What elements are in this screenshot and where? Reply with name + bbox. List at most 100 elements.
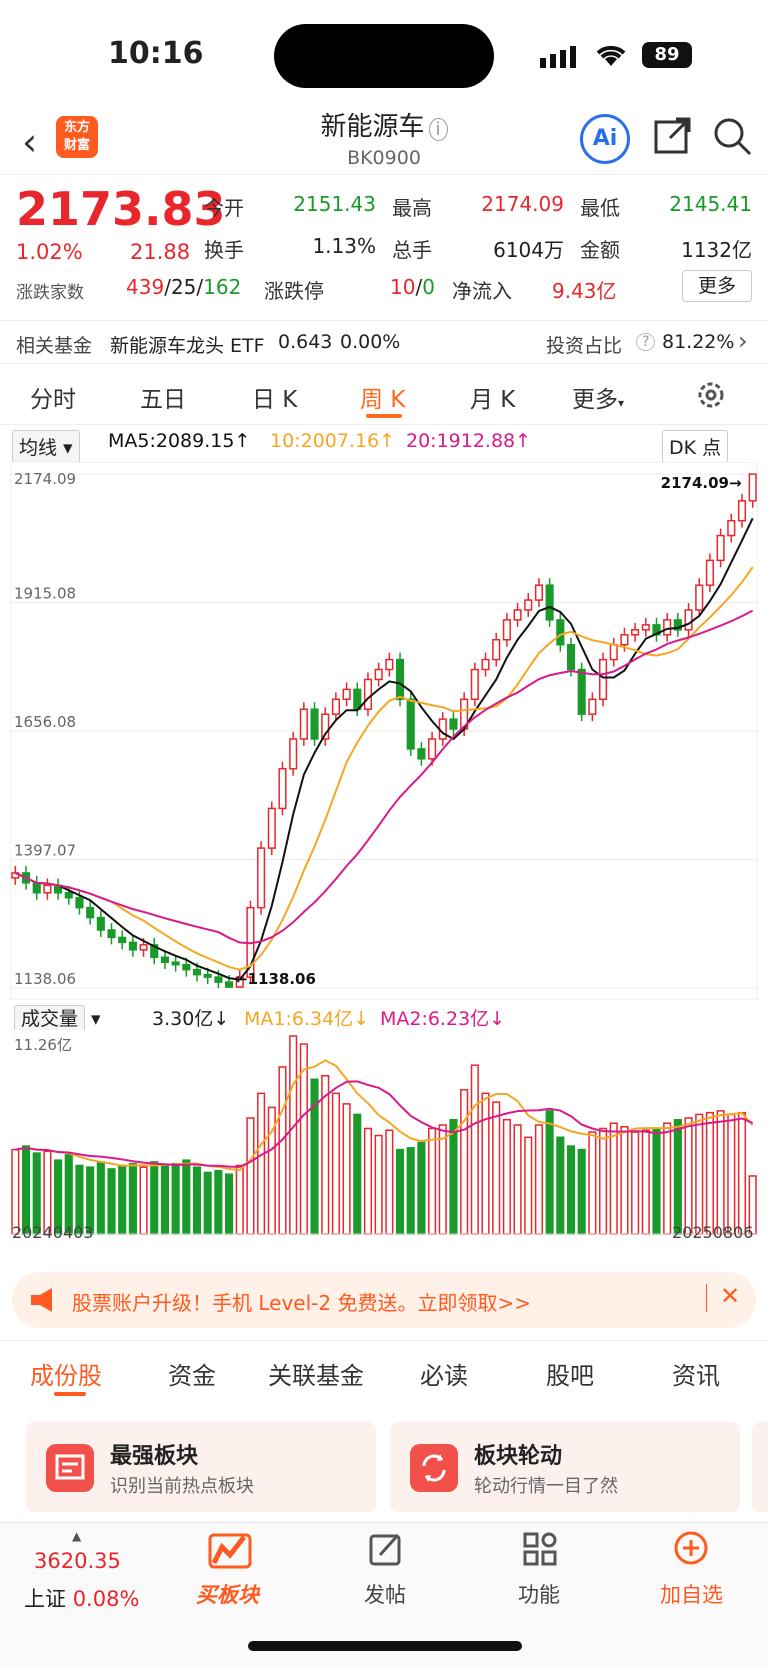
volume-bar [150, 1161, 159, 1235]
candlestick-chart[interactable]: 2174.09 1915.08 1656.08 1397.07 1138.06 2174.… [10, 462, 758, 1000]
search-icon[interactable] [710, 114, 754, 158]
tab-constituents[interactable]: 成份股 [30, 1362, 102, 1390]
volume-bar [449, 1118, 458, 1235]
candle-body [566, 643, 576, 671]
wifi-icon [594, 42, 628, 72]
sector-rotation-card[interactable]: 板块轮动 轮动行情一目了然 [390, 1422, 740, 1512]
nav-post[interactable]: 发帖 [364, 1583, 406, 1607]
function-grid-icon[interactable] [522, 1531, 558, 1571]
tab-intraday[interactable]: 分时 [30, 387, 76, 413]
nav-add-watchlist[interactable]: 加自选 [660, 1583, 723, 1607]
candle-body [663, 619, 672, 636]
bottom-tab-indicator [54, 1392, 86, 1396]
megaphone-icon [28, 1286, 58, 1318]
candle-body [673, 619, 682, 631]
volume-bar [160, 1164, 170, 1235]
volume-selector[interactable]: 成交量 ▾ [14, 1004, 101, 1033]
high-marker: 2174.09→ [661, 474, 742, 492]
sector-code: BK0900 [347, 147, 421, 169]
volume-bar [214, 1169, 223, 1235]
close-icon[interactable]: ✕ [720, 1282, 741, 1310]
dk-point-toggle[interactable]: DK 点 [662, 430, 729, 463]
volume-bar [203, 1171, 212, 1235]
card-peek [752, 1422, 768, 1512]
tab-more[interactable]: 更多▾ [572, 387, 625, 413]
candle-body [695, 584, 704, 611]
tab-must-read[interactable]: 必读 [420, 1362, 468, 1390]
candle-body [395, 658, 405, 701]
strongest-sector-card[interactable]: 最强板块 识别当前热点板块 [26, 1422, 376, 1512]
volume-bar [609, 1122, 618, 1235]
high-value: 2174.09 [481, 192, 564, 216]
candle-body [534, 584, 544, 601]
candle-body [502, 619, 511, 641]
x-end-label: 20250806 [672, 1223, 753, 1240]
volume-bar [695, 1113, 704, 1235]
tab-daily-k[interactable]: 日 K [252, 387, 298, 413]
back-icon[interactable]: ‹ [22, 120, 38, 164]
promo-banner[interactable]: 股票账户升级！手机 Level-2 免费送。立即领取>> ✕ [12, 1272, 756, 1328]
candle-body [598, 658, 608, 701]
volume-bar [588, 1131, 597, 1235]
tab-weekly-k[interactable]: 周 K [360, 387, 406, 413]
candle-body [588, 698, 597, 715]
post-edit-icon[interactable] [368, 1531, 404, 1571]
add-watchlist-icon[interactable] [672, 1529, 710, 1571]
help-icon[interactable]: ? [636, 333, 656, 351]
candle-body [43, 884, 52, 894]
y-tick-label: 2174.09 [14, 470, 76, 488]
volume-value: 6104万 [493, 238, 564, 262]
candle-body [417, 748, 426, 760]
fund-name: 新能源车龙头 ETF [110, 335, 265, 357]
tab-funds-flow[interactable]: 资金 [168, 1362, 216, 1390]
tab-five-day[interactable]: 五日 [140, 387, 186, 413]
rotation-icon [410, 1444, 458, 1492]
volume-bar [641, 1129, 650, 1235]
tab-monthly-k[interactable]: 月 K [470, 387, 516, 413]
weight-label: 投资占比 [546, 335, 623, 357]
settings-gear-icon[interactable] [694, 378, 728, 416]
caret-up-icon: ▲ [72, 1529, 82, 1543]
more-button[interactable]: 更多 [682, 270, 752, 302]
volume-bar [545, 1110, 554, 1235]
volume-chart[interactable]: 11.26亿 20240403 20250806 [10, 1030, 758, 1240]
vol-ma2: MA2:6.23亿↓ [380, 1008, 506, 1030]
volume-bar [128, 1162, 137, 1235]
volume-bar [577, 1148, 586, 1235]
fund-change: 0.00% [340, 331, 401, 353]
volume-bar [224, 1173, 234, 1235]
current-price: 2173.83 [16, 182, 226, 236]
indicator-selector[interactable]: 均线 ▾ [12, 430, 80, 463]
status-time: 10:16 [108, 36, 204, 71]
volume-bar [289, 1035, 298, 1235]
ai-button[interactable]: Ai [580, 114, 630, 164]
volume-bar [235, 1164, 244, 1235]
abs-change: 21.88 [130, 240, 191, 264]
limit-label: 涨跌停 [264, 279, 324, 303]
volume-bar [513, 1124, 522, 1235]
info-icon[interactable]: i [428, 118, 448, 141]
buy-sector-icon[interactable] [208, 1533, 252, 1573]
candle-body [171, 961, 180, 966]
candle-body [267, 807, 276, 849]
volume-bar [353, 1113, 362, 1235]
candle-body [321, 713, 330, 740]
inflow-label: 净流入 [452, 279, 512, 303]
volume-bar [43, 1150, 52, 1235]
candle-body [449, 718, 458, 730]
tab-news[interactable]: 资讯 [672, 1362, 720, 1390]
tab-related-funds[interactable]: 关联基金 [268, 1362, 364, 1390]
tab-forum[interactable]: 股吧 [546, 1362, 594, 1390]
volume-bar [171, 1162, 180, 1235]
index-value[interactable]: 3620.35 [34, 1549, 121, 1573]
volume-bar [524, 1136, 533, 1235]
index-row[interactable]: 上证 0.08% [24, 1587, 140, 1611]
nav-function[interactable]: 功能 [518, 1583, 560, 1607]
related-fund-row[interactable]: 相关基金 新能源车龙头 ETF 0.643 0.00% 投资占比 ? 81.22… [0, 320, 768, 364]
candle-body [32, 882, 41, 894]
open-label: 今开 [204, 196, 244, 220]
share-icon[interactable] [650, 114, 694, 158]
nav-buy-sector[interactable]: 买板块 [196, 1583, 259, 1607]
ma10-line [14, 566, 754, 971]
volume-label: 总手 [392, 238, 432, 262]
